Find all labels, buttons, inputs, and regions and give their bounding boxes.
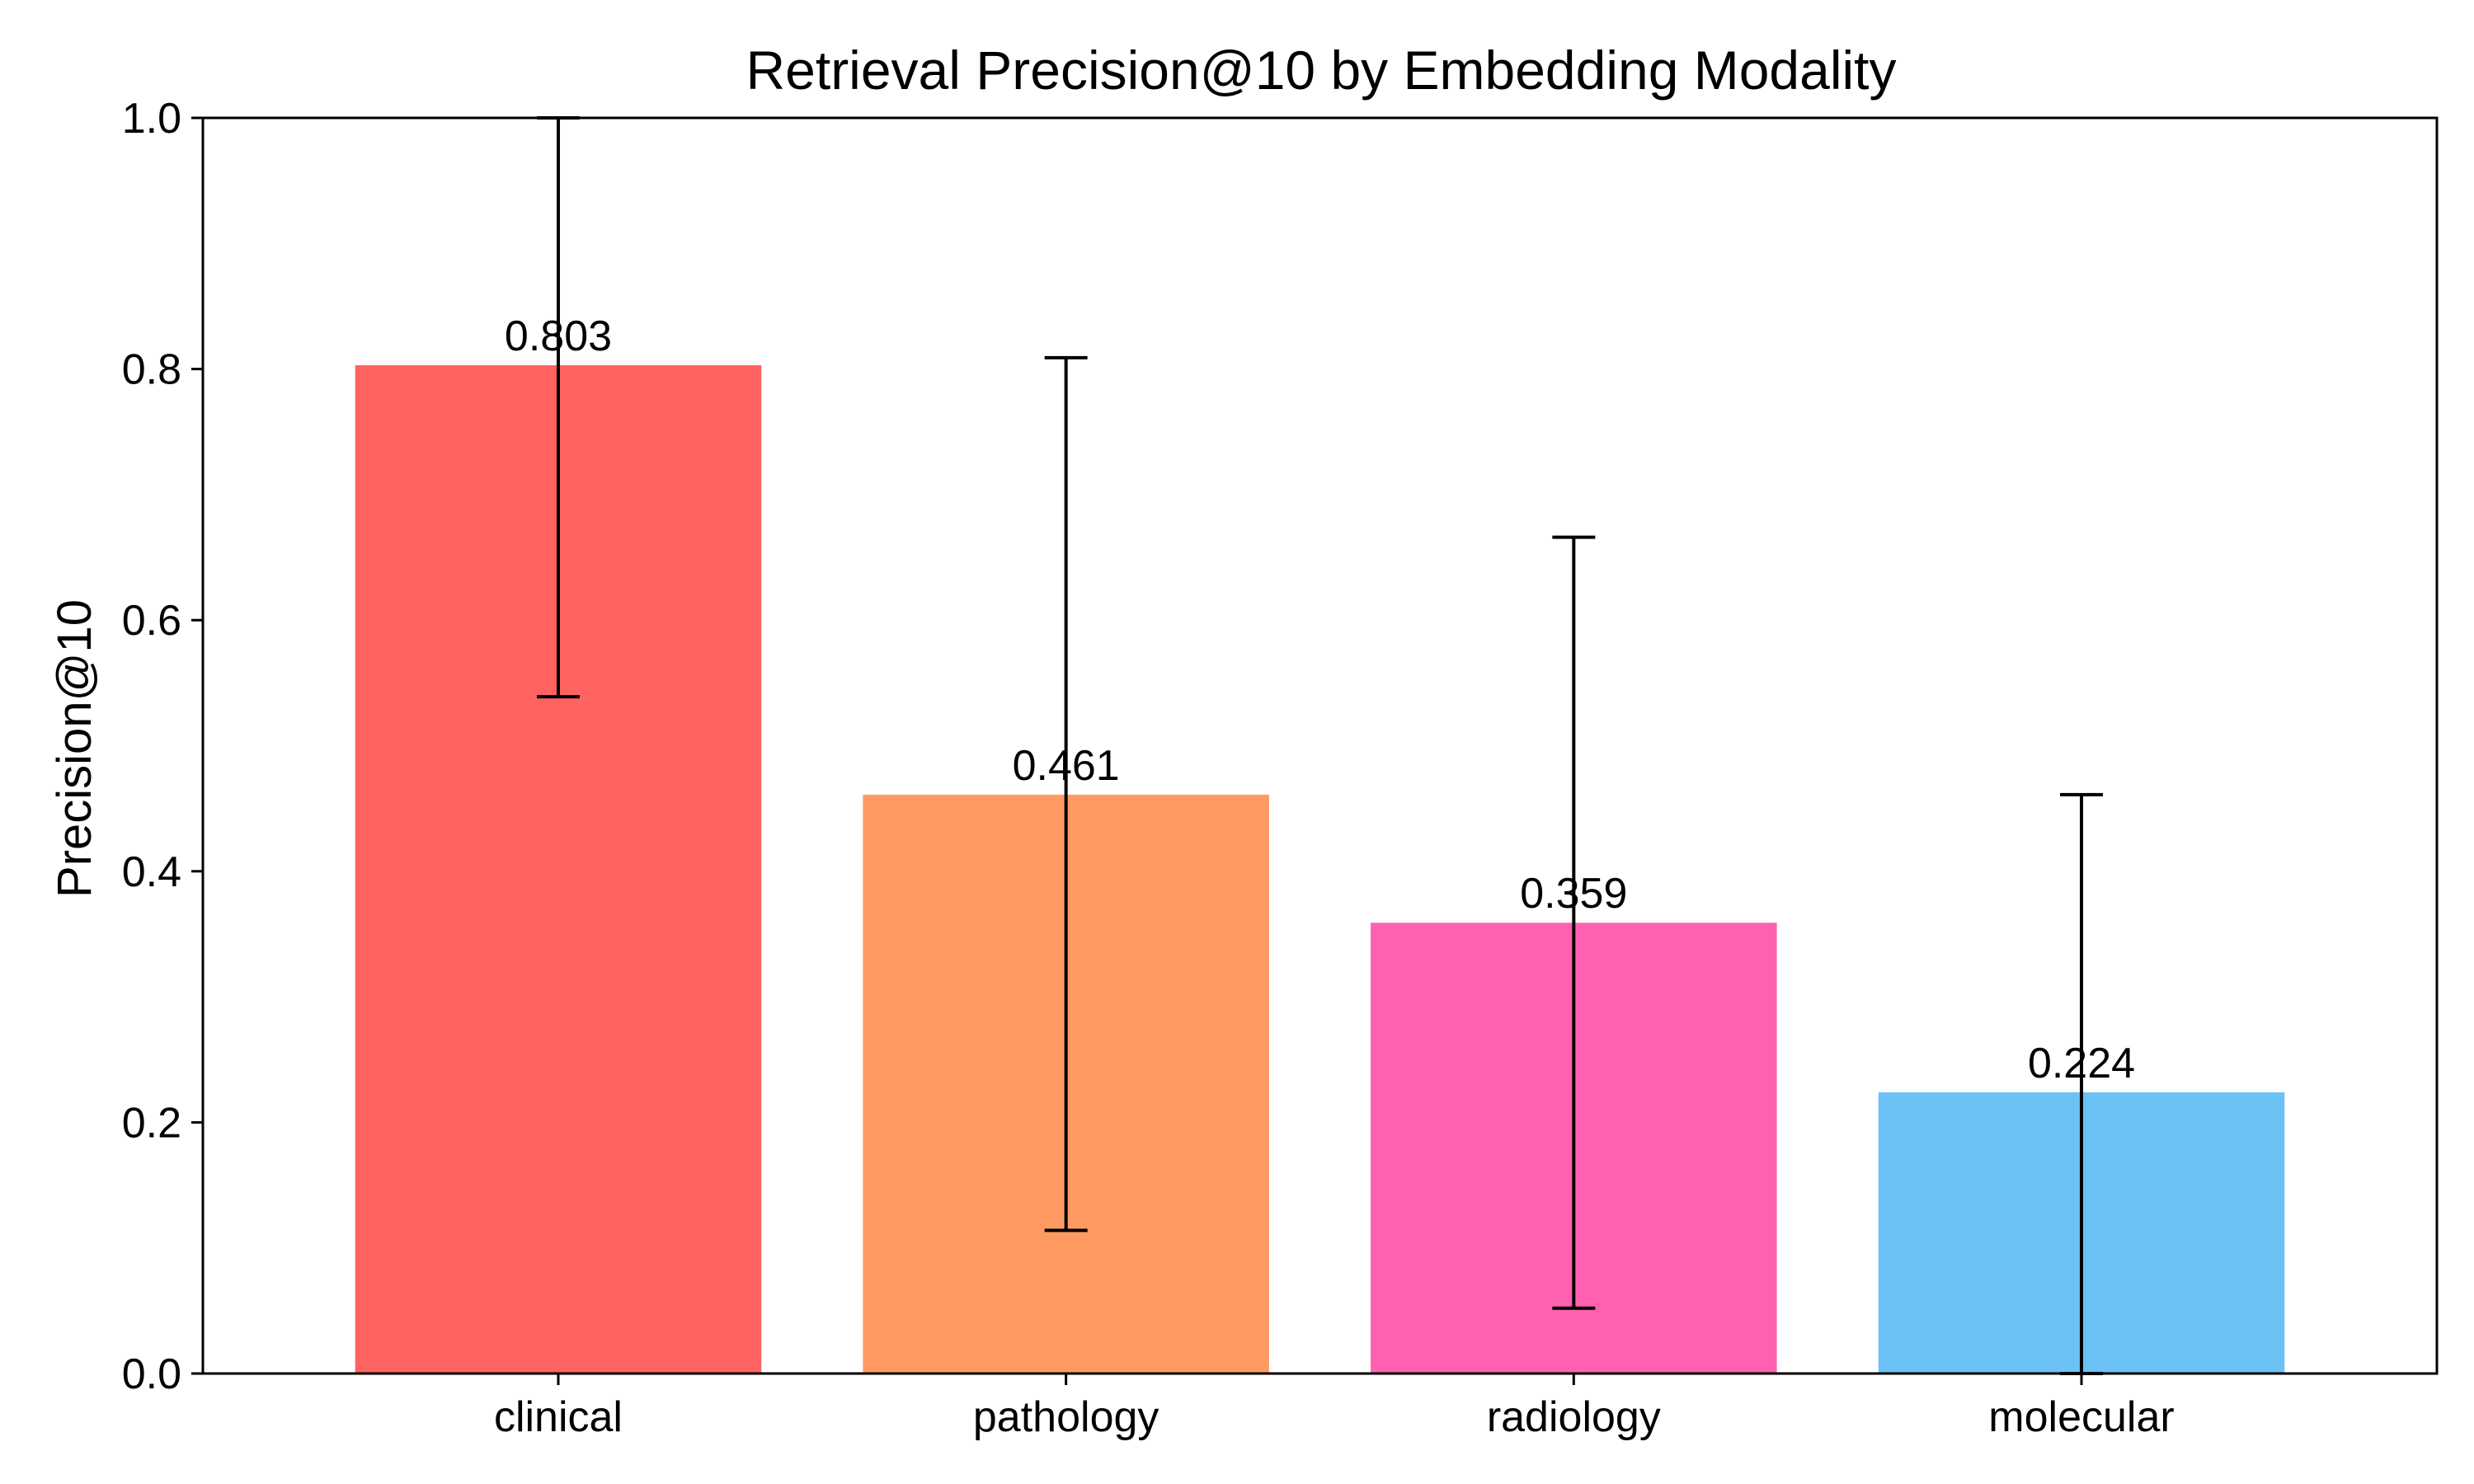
y-tick-label-0.4: 0.4 bbox=[122, 848, 181, 896]
value-labels-layer: 0.803 0.461 0.359 0.224 bbox=[505, 312, 2135, 1087]
y-axis-label: Precision@10 bbox=[48, 599, 101, 898]
value-label-clinical: 0.803 bbox=[505, 312, 612, 360]
value-label-radiology: 0.359 bbox=[1520, 870, 1627, 918]
plot-frame bbox=[201, 116, 2439, 1375]
x-tick-label-molecular: molecular bbox=[1988, 1393, 2174, 1441]
x-tick-label-radiology: radiology bbox=[1487, 1393, 1661, 1441]
chart-title: Retrieval Precision@10 by Embedding Moda… bbox=[746, 40, 1897, 101]
y-tick-label-0.2: 0.2 bbox=[122, 1099, 181, 1147]
y-tick-label-0.8: 0.8 bbox=[122, 346, 181, 394]
error-bars-layer bbox=[536, 116, 2104, 1375]
x-tick-label-clinical: clinical bbox=[494, 1393, 623, 1441]
y-tick-label-0.6: 0.6 bbox=[122, 597, 181, 645]
y-axis-ticks: 0.0 0.2 0.4 0.6 0.8 1.0 bbox=[122, 95, 203, 1398]
y-tick-label-1.0: 1.0 bbox=[122, 95, 181, 143]
value-label-pathology: 0.461 bbox=[1013, 742, 1120, 790]
value-label-molecular: 0.224 bbox=[2028, 1040, 2135, 1087]
x-axis-ticks: clinical pathology radiology molecular bbox=[494, 1374, 2175, 1441]
y-tick-label-0.0: 0.0 bbox=[122, 1350, 181, 1398]
x-tick-label-pathology: pathology bbox=[973, 1393, 1159, 1441]
